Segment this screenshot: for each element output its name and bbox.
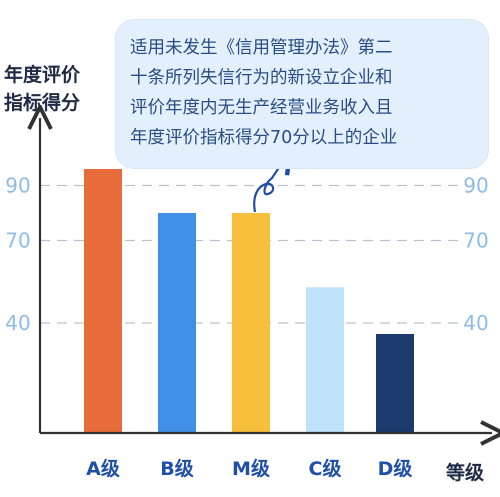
annotation-callout [116,20,488,168]
bar-A级 [84,169,122,433]
annotation-line-2: 十条所列失信行为的新设立企业和 [130,68,393,88]
annotation-line-4: 年度评价指标得分70分以上的企业 [130,128,398,148]
x-tick-label: M级 [232,457,270,480]
annotation-line-1: 适用未发生《信用管理办法》第二 [130,38,393,58]
annotation-line-3: 评价年度内无生产经营业务收入且 [130,98,393,118]
y-tick-label-left: 70 [5,229,30,253]
y-tick-label-right: 40 [463,311,488,335]
annotation-arrow [253,160,284,213]
x-tick-label: B级 [160,457,193,480]
bar-C级 [306,287,344,433]
y-axis-label-line-1: 年度评价 [4,64,81,86]
y-tick-label-left: 90 [5,174,30,198]
x-tick-label: D级 [378,457,413,480]
bar-D级 [376,334,414,433]
bar-M级 [232,213,270,433]
x-tick-label: C级 [309,457,342,480]
y-axis-label-line-2: 指标得分 [4,92,81,114]
y-tick-label-right: 70 [463,229,488,253]
y-tick-label-left: 40 [5,311,30,335]
x-axis-label: 等级 [446,462,485,484]
y-tick-label-right: 90 [463,174,488,198]
bar-B级 [158,213,196,433]
x-tick-label: A级 [86,457,120,480]
